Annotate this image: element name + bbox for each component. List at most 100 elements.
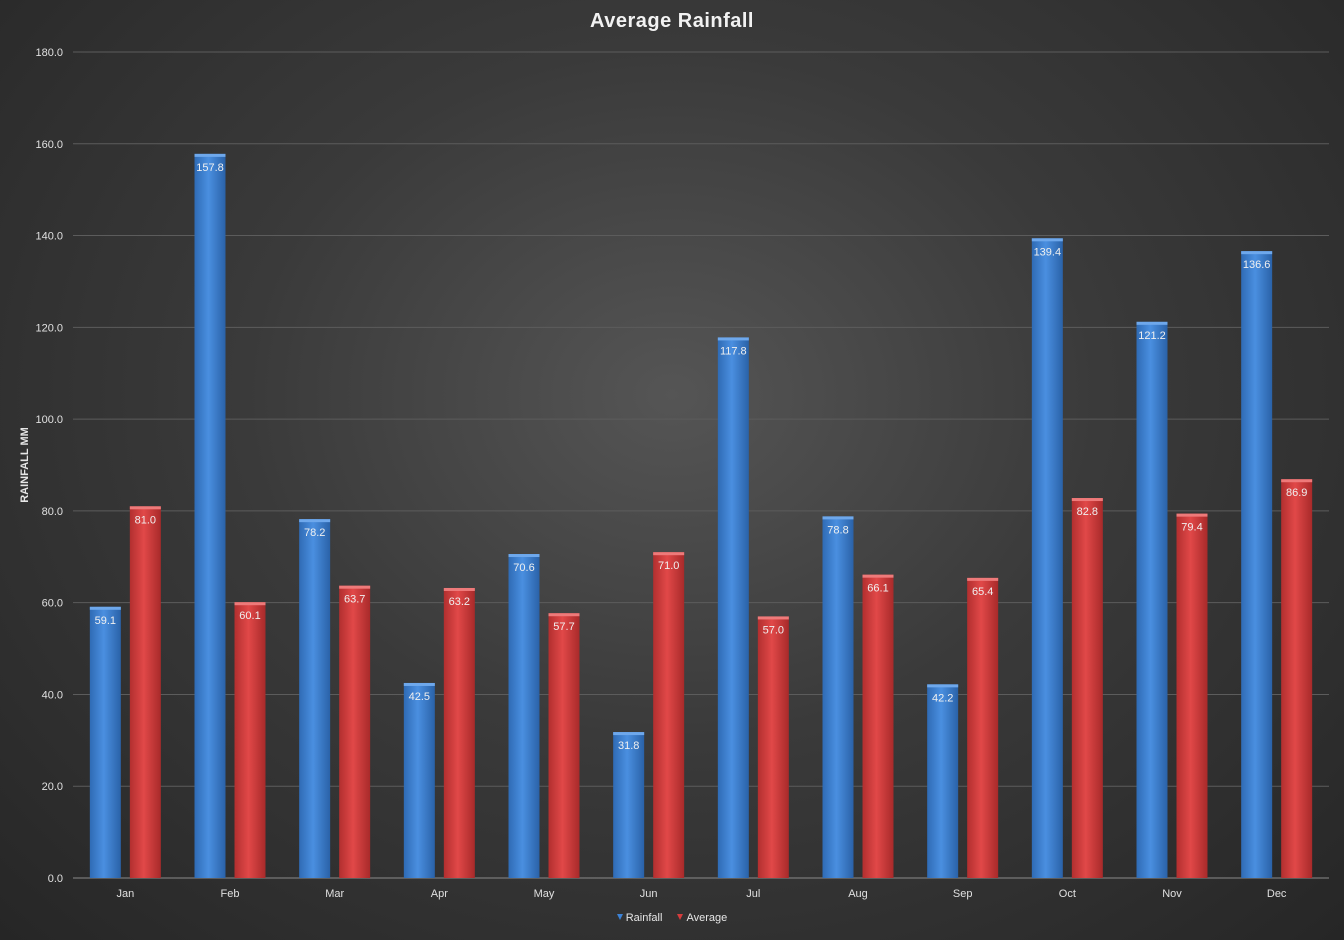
bar-average-aug — [862, 574, 894, 878]
bars — [89, 153, 1313, 878]
chart-title: Average Rainfall — [590, 10, 754, 32]
data-label: 42.5 — [409, 691, 430, 703]
bar-average-mar — [339, 585, 371, 878]
legend-item-rainfall[interactable]: Rainfall — [616, 912, 663, 924]
bar-rainfall-dec — [1241, 251, 1273, 878]
data-label: 31.8 — [618, 740, 639, 752]
data-label: 65.4 — [972, 586, 993, 598]
bar-cap — [129, 506, 161, 510]
bar-cap — [757, 616, 789, 620]
legend-swatch-average — [677, 914, 684, 920]
legend: Rainfall Average — [0, 912, 1344, 924]
bar-cap — [508, 554, 540, 558]
x-tick-label: Sep — [953, 888, 973, 900]
x-tick-label: Jan — [116, 888, 134, 900]
bar-cap — [927, 684, 959, 688]
x-tick-label: Mar — [325, 888, 344, 900]
y-tick-label: 180.0 — [35, 47, 63, 59]
data-label: 79.4 — [1181, 522, 1202, 534]
x-tick-label: Dec — [1267, 888, 1287, 900]
legend-label-average: Average — [686, 912, 728, 924]
bar-cap — [443, 587, 475, 591]
bar-cap — [548, 613, 580, 617]
data-label: 66.1 — [867, 583, 888, 595]
data-label: 57.7 — [553, 621, 574, 633]
x-axis-ticks: Jan Feb Mar Apr May Jun Jul Aug Sep Oct Nov Dec — [116, 888, 1286, 900]
bar-average-nov — [1176, 513, 1208, 878]
y-tick-label: 100.0 — [35, 414, 63, 426]
data-label: 121.2 — [1138, 330, 1166, 342]
bar-average-jan — [129, 506, 161, 878]
x-tick-label: Jul — [746, 888, 760, 900]
data-label: 60.1 — [239, 610, 260, 622]
bar-cap — [862, 574, 894, 578]
gridlines — [73, 51, 1329, 879]
bar-rainfall-jun — [613, 732, 645, 878]
y-tick-label: 80.0 — [42, 506, 63, 518]
bar-rainfall-apr — [403, 682, 435, 878]
x-tick-label: Aug — [848, 888, 868, 900]
x-tick-label: Oct — [1059, 888, 1076, 900]
data-label: 78.8 — [827, 524, 848, 536]
bar-cap — [822, 516, 854, 520]
data-label: 157.8 — [196, 162, 224, 174]
bar-average-sep — [967, 577, 999, 878]
bar-rainfall-may — [508, 554, 540, 878]
bar-rainfall-jul — [717, 337, 749, 878]
bar-cap — [194, 153, 226, 157]
bar-rainfall-feb — [194, 153, 226, 878]
bar-cap — [339, 585, 371, 589]
bar-cap — [1281, 479, 1313, 483]
data-label: 63.7 — [344, 594, 365, 606]
x-tick-label: May — [534, 888, 555, 900]
bar-cap — [89, 606, 121, 610]
y-tick-label: 60.0 — [42, 598, 63, 610]
bar-cap — [234, 602, 266, 606]
bar-rainfall-mar — [299, 519, 331, 878]
bar-cap — [1136, 321, 1168, 325]
x-tick-label: Apr — [431, 888, 448, 900]
bar-average-dec — [1281, 479, 1313, 878]
data-label: 70.6 — [513, 562, 534, 574]
bar-cap — [967, 577, 999, 581]
bar-cap — [1071, 498, 1103, 502]
y-tick-label: 40.0 — [42, 689, 63, 701]
data-label: 59.1 — [95, 615, 116, 627]
legend-item-average[interactable]: Average — [677, 912, 727, 924]
bar-rainfall-jan — [89, 606, 121, 878]
legend-swatch-rainfall — [616, 914, 623, 920]
y-tick-label: 20.0 — [42, 781, 63, 793]
bar-cap — [1241, 251, 1273, 255]
bar-cap — [653, 552, 685, 556]
data-label: 81.0 — [135, 514, 156, 526]
y-tick-label: 160.0 — [35, 139, 63, 151]
bar-cap — [613, 732, 645, 736]
bar-cap — [1031, 238, 1063, 242]
data-label: 139.4 — [1034, 246, 1062, 258]
data-label: 78.2 — [304, 527, 325, 539]
bar-average-may — [548, 613, 580, 878]
data-label: 42.2 — [932, 692, 953, 704]
bar-cap — [299, 519, 331, 523]
bar-rainfall-aug — [822, 516, 854, 878]
data-label: 63.2 — [449, 596, 470, 608]
y-tick-label: 0.0 — [48, 873, 63, 885]
data-label: 136.6 — [1243, 259, 1271, 271]
y-tick-label: 120.0 — [35, 322, 63, 334]
x-tick-label: Feb — [221, 888, 240, 900]
legend-label-rainfall: Rainfall — [625, 912, 663, 924]
data-label: 117.8 — [720, 345, 747, 357]
bar-cap — [1176, 513, 1208, 517]
data-label: 82.8 — [1077, 506, 1098, 518]
bar-cap — [717, 337, 749, 341]
data-labels: 59.1 81.0 157.8 60.1 78.2 63.7 42.5 63.2 70.6 57.… — [95, 162, 1308, 752]
bar-average-jun — [653, 552, 685, 878]
x-tick-label: Nov — [1162, 888, 1182, 900]
bar-average-feb — [234, 602, 266, 878]
bar-average-jul — [757, 616, 789, 878]
data-label: 86.9 — [1286, 487, 1307, 499]
bar-rainfall-nov — [1136, 321, 1168, 878]
data-label: 71.0 — [658, 560, 679, 572]
bar-average-apr — [443, 587, 475, 878]
